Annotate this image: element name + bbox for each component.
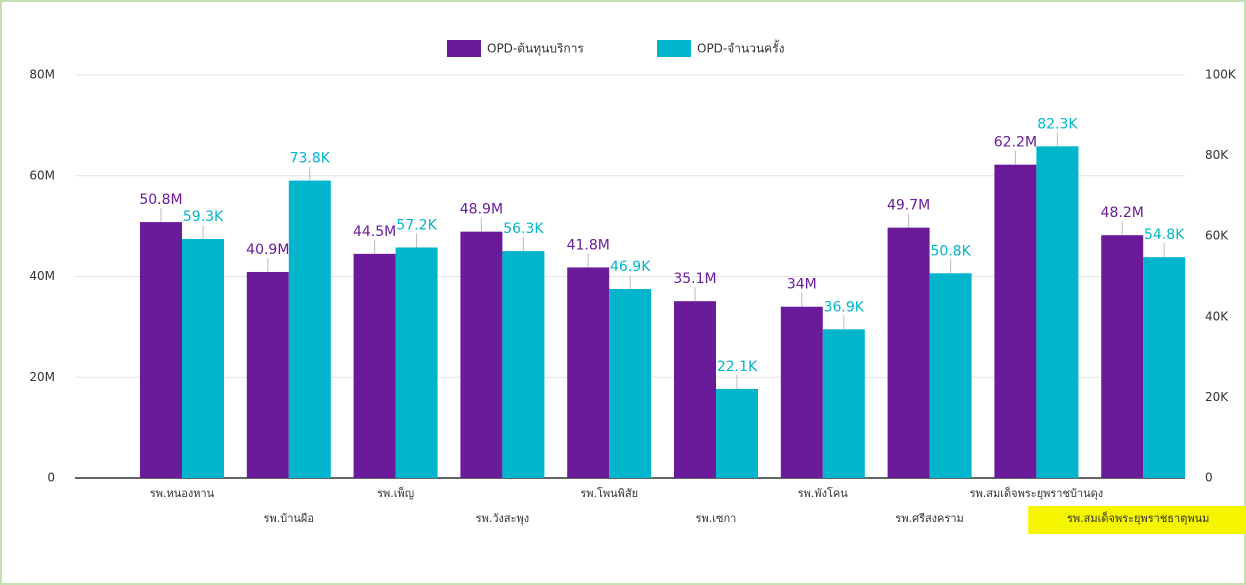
bar <box>609 288 652 478</box>
y-tick-label: 40M <box>29 269 55 283</box>
bar <box>567 267 610 478</box>
value-label: 56.3K <box>503 221 544 237</box>
value-label: 35.1M <box>673 271 716 287</box>
value-label: 48.2M <box>1101 205 1144 221</box>
value-label: 50.8K <box>930 243 971 259</box>
y2-tick-label: 40K <box>1205 309 1229 323</box>
y-tick-label: 80M <box>29 68 55 82</box>
x-tick-label: รพ.เซกา <box>696 512 737 525</box>
bar <box>246 271 289 478</box>
value-label: 36.9K <box>824 299 865 315</box>
bar <box>716 388 758 478</box>
value-label: 40.9M <box>246 242 289 258</box>
x-tick-label: รพ.ศรีสงคราม <box>895 512 963 525</box>
x-tick-label: รพ.เพ็ญ <box>377 486 414 500</box>
bar <box>780 306 823 478</box>
bar <box>822 329 865 478</box>
x-tick-label: รพ.สมเด็จพระยุพราชธาตุพนม <box>1067 511 1209 525</box>
y2-tick-label: 60K <box>1205 229 1229 243</box>
bar <box>994 164 1037 479</box>
bar <box>929 273 972 478</box>
value-label: 34M <box>787 277 817 293</box>
bar <box>353 253 396 478</box>
y-tick-label: 0 <box>47 471 55 485</box>
x-tick-label: รพ.โพนพิสัย <box>580 486 638 500</box>
bar <box>1036 146 1079 478</box>
y2-tick-label: 20K <box>1205 390 1229 404</box>
value-label: 82.3K <box>1037 116 1078 132</box>
highlight <box>1028 506 1246 534</box>
value-label: 62.2M <box>994 135 1037 151</box>
bar <box>1101 235 1144 478</box>
value-label: 22.1K <box>717 359 758 375</box>
value-label: 59.3K <box>183 209 224 225</box>
y2-tick-label: 0 <box>1205 471 1213 485</box>
x-tick-label: รพ.หนองหาน <box>150 487 215 500</box>
bar <box>502 251 545 478</box>
x-tick-label: รพ.สมเด็จพระยุพราชบ้านดุง <box>970 486 1103 500</box>
legend-swatch <box>447 40 481 57</box>
bar <box>460 231 503 478</box>
bar <box>140 222 182 478</box>
x-tick-label: รพ.พังโคน <box>798 486 849 500</box>
value-label: 54.8K <box>1144 227 1185 243</box>
bar <box>1143 257 1186 478</box>
bar <box>288 180 331 478</box>
legend-label: OPD-ต้นทุนบริการ <box>487 42 584 57</box>
value-label: 44.5M <box>353 224 396 240</box>
bar <box>887 227 930 478</box>
value-label: 41.8M <box>567 237 610 253</box>
bar <box>395 247 438 478</box>
y2-tick-label: 100K <box>1205 68 1237 82</box>
bar <box>182 239 224 478</box>
value-label: 50.8M <box>139 192 182 208</box>
x-tick-label: รพ.วังสะพุง <box>476 512 529 525</box>
value-label: 73.8K <box>290 151 331 167</box>
legend-label: OPD-จำนวนครั้ง <box>697 40 785 56</box>
y2-tick-label: 80K <box>1205 148 1229 162</box>
value-label: 48.9M <box>460 202 503 218</box>
value-label: 46.9K <box>610 259 651 275</box>
bar <box>674 301 716 478</box>
legend-swatch <box>657 40 691 57</box>
y-tick-label: 60M <box>29 168 55 182</box>
x-tick-label: รพ.บ้านผือ <box>264 512 314 525</box>
value-label: 49.7M <box>887 198 930 214</box>
y-tick-label: 20M <box>29 370 55 384</box>
value-label: 57.2K <box>396 217 437 233</box>
